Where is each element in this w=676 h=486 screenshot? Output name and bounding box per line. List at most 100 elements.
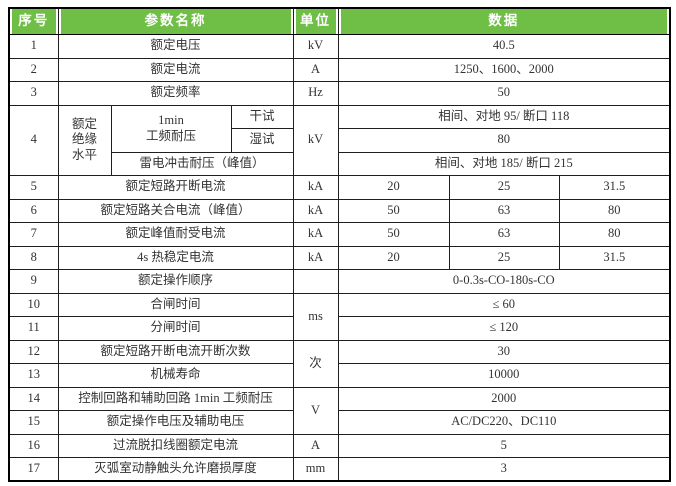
table-row: 17 灭弧室动静触头允许磨损厚度 mm 3	[8, 457, 671, 482]
unit-cell: kV	[292, 104, 339, 176]
value-cell: 50	[337, 81, 671, 106]
value-cell: 63	[448, 222, 560, 247]
param-name-cell: 过流脱扣线圈额定电流	[57, 433, 294, 458]
value-cell: ≤ 60	[337, 292, 671, 317]
test-type-cell: 湿试	[230, 128, 294, 153]
param-name-cell: 额定电流	[57, 57, 294, 82]
value-cell: 0-0.3s-CO-180s-CO	[337, 269, 671, 294]
header-col-name: 参数名称	[57, 7, 294, 35]
table-row: 11 分闸时间 ≤ 120	[8, 316, 671, 341]
table-row: 1 额定电压 kV 40.5	[8, 34, 671, 59]
row-number-cell: 9	[8, 269, 59, 294]
param-name-cell: 额定短路开断电流开断次数	[57, 339, 294, 364]
unit-cell: kA	[292, 245, 339, 270]
unit-cell	[292, 269, 339, 294]
table-row: 3 额定频率 Hz 50	[8, 81, 671, 106]
param-name-cell: 灭弧室动静触头允许磨损厚度	[57, 457, 294, 482]
param-name-cell: 额定短路开断电流	[57, 175, 294, 200]
unit-cell: ms	[292, 292, 339, 341]
table-row: 雷电冲击耐压（峰值） 相间、对地 185/ 断口 215	[9, 151, 671, 176]
value-cell: 63	[448, 198, 560, 223]
value-cell: 5	[337, 433, 671, 458]
table-row: 2 额定电流 A 1250、1600、2000	[8, 57, 671, 82]
value-cell: 3	[337, 457, 671, 482]
value-cell: 相间、对地 185/ 断口 215	[337, 151, 671, 176]
unit-cell: A	[292, 57, 339, 82]
value-cell: 25	[448, 245, 560, 270]
header-col-data-label: 数据	[340, 9, 668, 34]
value-cell: 20	[337, 245, 450, 270]
unit-cell: 次	[292, 339, 339, 388]
unit-cell: V	[292, 386, 339, 435]
value-cell: 20	[337, 175, 450, 200]
param-name-cell: 4s 热稳定电流	[57, 245, 294, 270]
unit-cell: Hz	[292, 81, 339, 106]
row-number-cell: 4	[8, 104, 59, 176]
row-number-cell: 14	[8, 386, 59, 411]
value-cell: 相间、对地 95/ 断口 118	[337, 104, 671, 129]
table-row: 4 额定 绝缘 水平 1min 工频耐压 干试 kV 相间、对地 95/ 断口 …	[8, 104, 671, 176]
param-name-cell: 额定操作电压及辅助电压	[57, 410, 294, 435]
row-number-cell: 5	[8, 175, 59, 200]
value-cell: 30	[337, 339, 671, 364]
table-row: 10 合闸时间 ms ≤ 60	[8, 292, 671, 341]
value-cell: 80	[558, 198, 671, 223]
header-col-unit-label: 单位	[295, 9, 336, 34]
param-name-cell: 机械寿命	[57, 363, 294, 388]
param-name-cell: 控制回路和辅助回路 1min 工频耐压	[57, 386, 294, 411]
row-number-cell: 6	[8, 198, 59, 223]
value-cell: 50	[337, 222, 450, 247]
header-col-unit: 单位	[292, 7, 339, 35]
row-number-cell: 17	[8, 457, 59, 482]
param-name-cell: 额定短路关合电流（峰值）	[57, 198, 294, 223]
param-name-cell: 额定频率	[57, 81, 294, 106]
row-number-cell: 15	[8, 410, 59, 435]
header-col-no-label: 序号	[12, 9, 56, 34]
value-cell: 31.5	[558, 175, 671, 200]
param-name-cell: 合闸时间	[57, 292, 294, 317]
unit-cell: kA	[292, 198, 339, 223]
row-number-cell: 10	[8, 292, 59, 317]
header-col-data: 数据	[337, 7, 671, 35]
row-number-cell: 8	[8, 245, 59, 270]
value-cell: 80	[558, 222, 671, 247]
unit-cell: mm	[292, 457, 339, 482]
unit-cell: kA	[292, 175, 339, 200]
row-number-cell: 1	[8, 34, 59, 59]
row-number-cell: 16	[8, 433, 59, 458]
header-col-name-label: 参数名称	[60, 9, 291, 34]
table-row: 6 额定短路关合电流（峰值） kA 50 63 80	[8, 198, 671, 223]
value-cell: 40.5	[337, 34, 671, 59]
row-number-cell: 13	[8, 363, 59, 388]
spec-table: 序号 参数名称 单位 数据 1 额定电压 kV 40.5 2 额定电流 A 12…	[8, 7, 672, 482]
unit-cell: A	[292, 433, 339, 458]
value-cell: 1250、1600、2000	[337, 57, 671, 82]
param-name-cell: 额定电压	[57, 34, 294, 59]
header-col-no: 序号	[8, 7, 59, 35]
table-row: 9 额定操作顺序 0-0.3s-CO-180s-CO	[8, 269, 671, 294]
value-cell: ≤ 120	[337, 316, 671, 341]
table-row: 15 额定操作电压及辅助电压 AC/DC220、DC110	[8, 410, 671, 435]
unit-cell: kA	[292, 222, 339, 247]
unit-cell: kV	[292, 34, 339, 59]
table-row: 13 机械寿命 10000	[8, 363, 671, 388]
param-name-cell: 额定峰值耐受电流	[57, 222, 294, 247]
table-row: 14 控制回路和辅助回路 1min 工频耐压 V 2000	[8, 386, 671, 435]
value-cell: 2000	[337, 386, 671, 411]
table-row: 湿试 80	[9, 128, 671, 153]
row-number-cell: 3	[8, 81, 59, 106]
value-cell: 31.5	[558, 245, 671, 270]
table-row: 16 过流脱扣线圈额定电流 A 5	[8, 433, 671, 458]
param-name-cell: 分闸时间	[57, 316, 294, 341]
row-number-cell: 2	[8, 57, 59, 82]
row-number-cell: 12	[8, 339, 59, 364]
value-cell: AC/DC220、DC110	[337, 410, 671, 435]
test-type-cell: 干试	[230, 104, 294, 129]
param-group-cell: 额定 绝缘 水平	[57, 104, 112, 176]
header-row: 序号 参数名称 单位 数据	[8, 7, 671, 35]
value-cell: 50	[337, 198, 450, 223]
param-subname-cell: 雷电冲击耐压（峰值）	[110, 151, 294, 176]
param-name-cell: 额定操作顺序	[57, 269, 294, 294]
value-cell: 10000	[337, 363, 671, 388]
table-row: 5 额定短路开断电流 kA 20 25 31.5	[8, 175, 671, 200]
